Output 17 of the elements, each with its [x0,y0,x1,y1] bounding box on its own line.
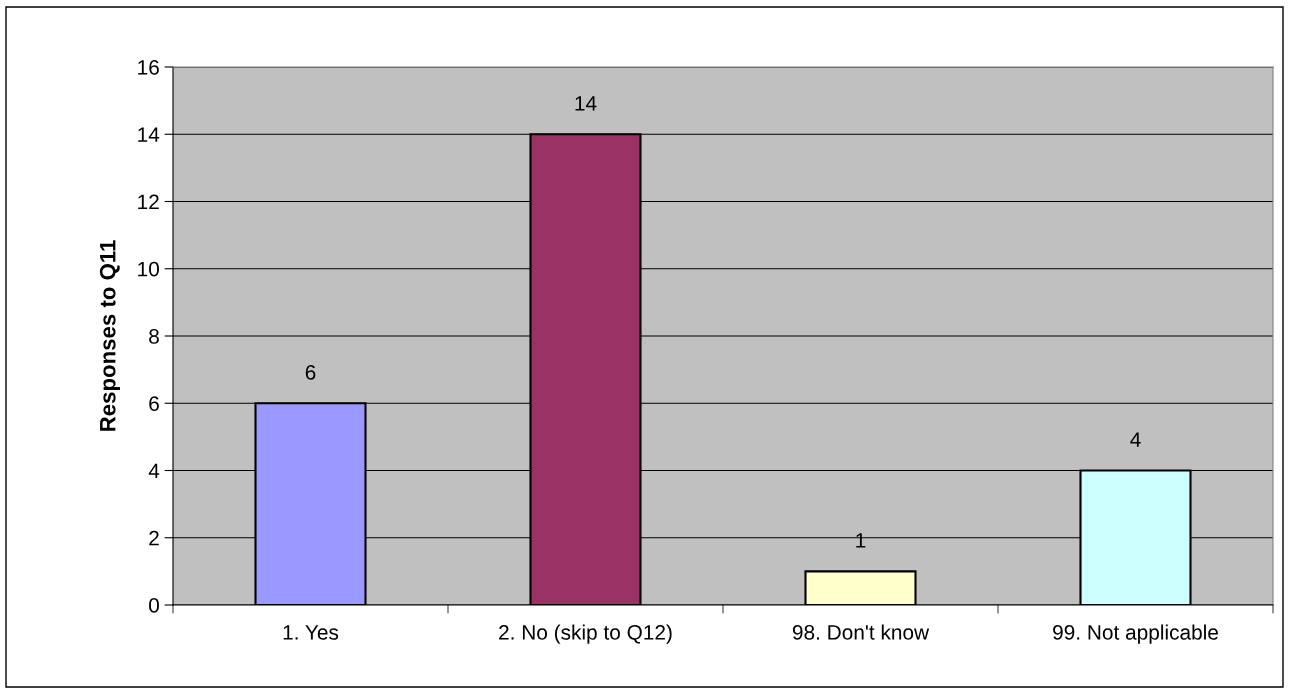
y-tick-label: 0 [149,598,159,613]
x-tick-label: 2. No (skip to Q12) [499,624,672,644]
x-tick-label: 98. Don't know [792,624,930,640]
y-tick-label: 14 [138,127,160,142]
y-tick-label: 8 [149,329,159,344]
y-tick-label: 12 [138,194,159,210]
y-tick-label: 16 [138,60,159,75]
data-label: 6 [305,364,316,380]
y-axis-title: Responses to Q11 [99,240,120,431]
data-label: 14 [575,96,597,111]
x-tick-label: 1. Yes [283,625,339,640]
y-tick-label: 10 [138,261,159,277]
data-label: 4 [1130,432,1141,447]
y-tick-label: 2 [149,530,159,546]
y-tick-label: 4 [148,463,160,479]
x-tick-label: 99. Not applicable [1053,624,1218,644]
y-tick-label: 6 [149,396,159,411]
